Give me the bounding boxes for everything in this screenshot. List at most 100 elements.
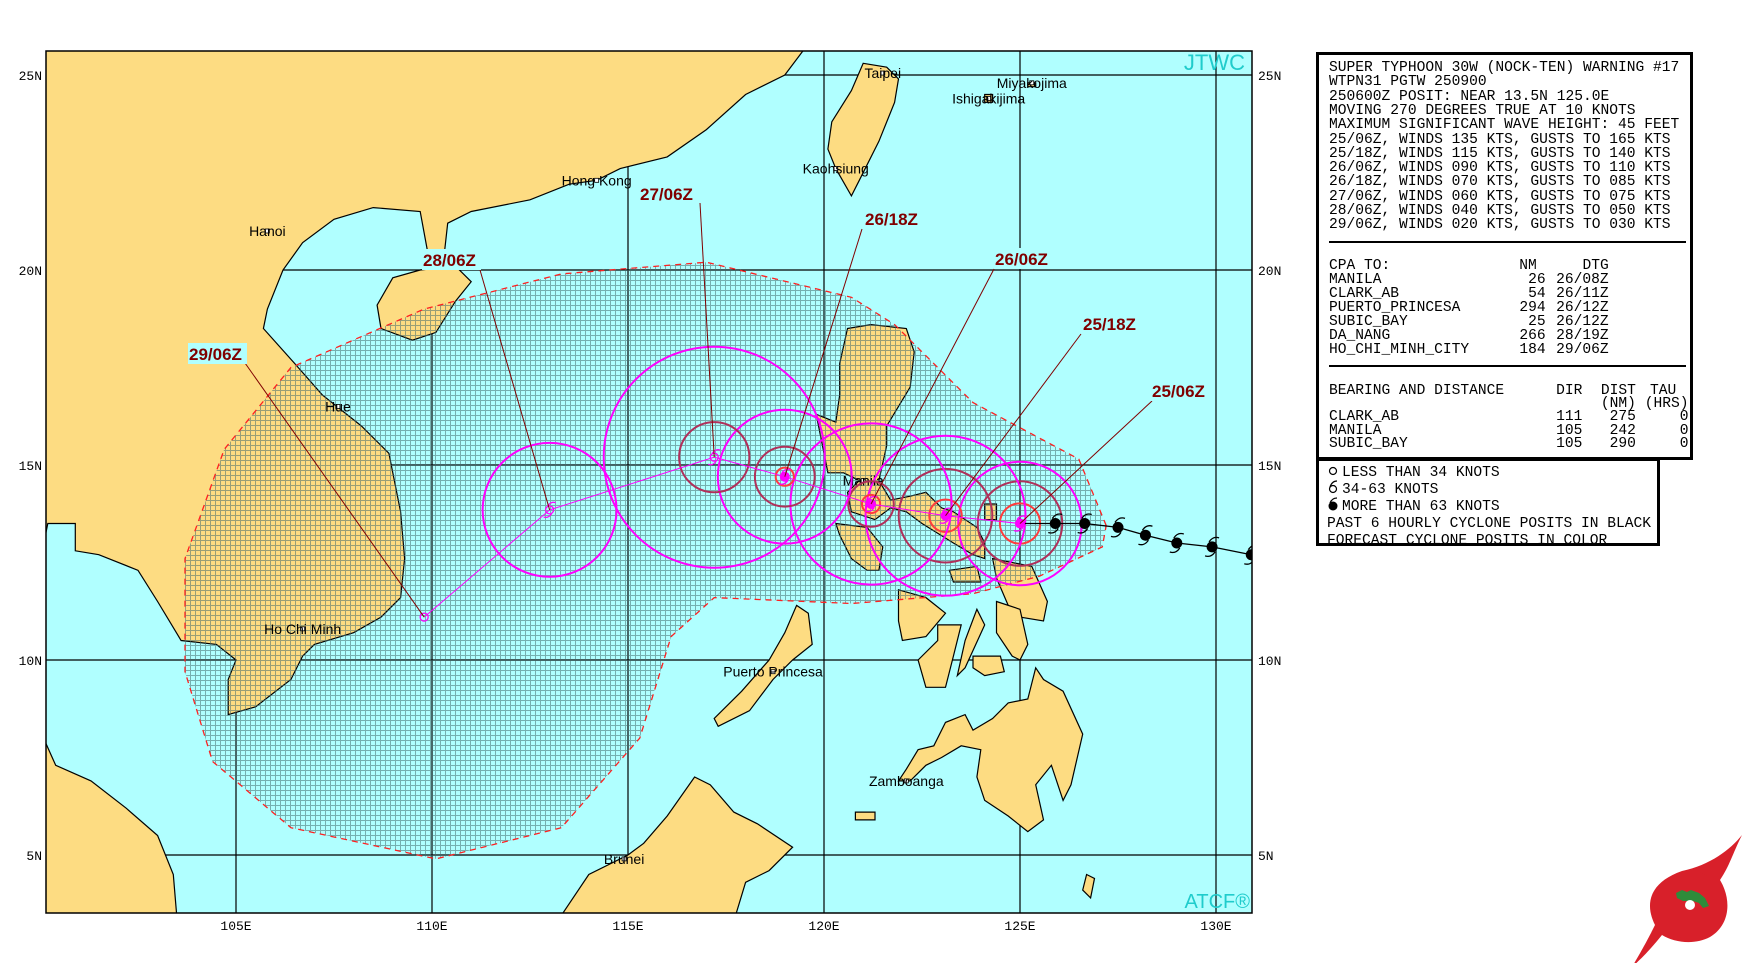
landmass-panay bbox=[897, 589, 947, 642]
legend-label: LESS THAN 34 KNOTS bbox=[1342, 465, 1500, 481]
wind-radius-34kt bbox=[716, 408, 853, 545]
dtg-leader-line bbox=[945, 333, 1082, 516]
warning-header-line: WTPN31 PGTW 250900 bbox=[1329, 74, 1487, 91]
forecast-dtg-label: 28/06Z bbox=[423, 251, 476, 270]
wind-radius-64kt bbox=[774, 466, 795, 487]
dtg-leader-line bbox=[784, 228, 863, 477]
bearing-title: BEARING AND DISTANCE bbox=[1329, 383, 1505, 399]
longitude-label: 120E bbox=[808, 919, 839, 934]
past-position-typhoon-symbol-icon bbox=[1169, 532, 1185, 554]
city-marker bbox=[300, 626, 306, 632]
bearing-tau: 0 bbox=[1679, 422, 1689, 439]
wind-radius-50kt bbox=[753, 445, 816, 508]
past-position-typhoon-symbol-icon bbox=[1110, 517, 1126, 538]
city-label: Hong Kong bbox=[562, 172, 632, 188]
cpa-nm: 25 bbox=[1528, 314, 1546, 330]
intensity-forecast-line: 28/06Z, WINDS 040 KTS, GUSTS TO 050 KTS bbox=[1329, 203, 1671, 219]
forecast-dtg-label: 25/06Z bbox=[1152, 382, 1205, 401]
city-marker bbox=[903, 778, 909, 784]
legend-item: 34-63 KNOTS bbox=[1327, 479, 1439, 502]
legend-label: 34-63 KNOTS bbox=[1342, 482, 1439, 498]
landmass-jolo bbox=[854, 811, 876, 821]
dtg-label-background bbox=[1151, 380, 1210, 401]
past-position-dot bbox=[1049, 518, 1061, 529]
dtg-label-background bbox=[1082, 313, 1141, 334]
latitude-label-left: 20N bbox=[19, 264, 42, 279]
latitude-label-left: 10N bbox=[19, 654, 42, 669]
legend-note: PAST 6 HOURLY CYCLONE POSITS IN BLACK bbox=[1327, 516, 1652, 532]
symbol-arms bbox=[778, 468, 792, 485]
city-label: Hue bbox=[325, 399, 351, 415]
longitude-label: 105E bbox=[220, 919, 251, 934]
symbol-arms bbox=[1110, 517, 1126, 538]
bearing-dir: 105 bbox=[1556, 436, 1583, 452]
forecast-danger-area bbox=[184, 261, 1107, 860]
symbol-arms bbox=[1138, 525, 1153, 546]
wind-radius-50kt bbox=[897, 467, 994, 564]
city-marker bbox=[880, 70, 886, 76]
jtwc-logo bbox=[1634, 835, 1742, 963]
symbol-arms bbox=[1244, 545, 1252, 565]
city-label: Taipei bbox=[865, 65, 902, 81]
forecast-dtg-label: 29/06Z bbox=[189, 345, 242, 364]
warning-header-line: SUPER TYPHOON 30W (NOCK-TEN) WARNING #17 bbox=[1329, 60, 1680, 76]
wind-radius-50kt bbox=[678, 421, 751, 494]
bearing-tau: 0 bbox=[1679, 436, 1689, 452]
symbol-arms bbox=[707, 449, 721, 466]
dtg-label-background bbox=[639, 183, 698, 204]
forecast-dtg-label: 25/18Z bbox=[1083, 315, 1136, 334]
wind-radius-50kt bbox=[847, 480, 895, 528]
city-marker bbox=[335, 404, 341, 409]
latitude-label-left: 15N bbox=[19, 459, 42, 474]
cpa-place: DA_NANG bbox=[1329, 328, 1391, 344]
cpa-nm: 26 bbox=[1528, 272, 1546, 288]
forecast-dtg-label: 26/18Z bbox=[865, 210, 918, 229]
intensity-forecast-line: 29/06Z, WINDS 020 KTS, GUSTS TO 030 KTS bbox=[1329, 217, 1671, 234]
bearing-dist: 275 bbox=[1609, 409, 1636, 425]
cpa-place: HO_CHI_MINH_CITY bbox=[1329, 342, 1470, 358]
cpa-nm: 294 bbox=[1519, 300, 1546, 316]
past-position-dot bbox=[1206, 541, 1218, 553]
bearing-dir: 111 bbox=[1556, 409, 1583, 425]
cpa-place: SUBIC_BAY bbox=[1329, 314, 1408, 330]
city-label: Manila bbox=[843, 473, 884, 489]
city-label: Ishigakijima bbox=[952, 90, 1025, 106]
cpa-dtg: 26/11Z bbox=[1556, 286, 1609, 302]
forecast-dtg-label: 26/06Z bbox=[995, 250, 1048, 269]
tropical-storm-symbol-icon bbox=[1327, 479, 1339, 502]
city-marker bbox=[1253, 42, 1257, 46]
landmass-negros bbox=[917, 624, 962, 688]
legend-panel: LESS THAN 34 KNOTS 34-63 KNOTS MORE THAN 6… bbox=[1316, 458, 1660, 549]
forecast-position-ring bbox=[544, 505, 555, 515]
symbol-arms bbox=[1048, 513, 1063, 534]
landmass-borneo bbox=[562, 776, 794, 913]
past-position-dot bbox=[1245, 549, 1252, 561]
intensity-forecast-line: 26/06Z, WINDS 090 KTS, GUSTS TO 110 KTS bbox=[1329, 160, 1671, 177]
dtg-label-background bbox=[864, 208, 923, 229]
city-label: Miyakojima bbox=[997, 75, 1067, 91]
bearing-col-dir: DIR bbox=[1556, 383, 1583, 399]
cpa-title: CPA TO: bbox=[1329, 258, 1391, 274]
city-label: Brunei bbox=[604, 851, 644, 867]
symbol-arms bbox=[1077, 513, 1092, 534]
typhoon-symbol-icon bbox=[1327, 496, 1339, 519]
bearing-place: CLARK_AB bbox=[1329, 409, 1400, 425]
map-frame bbox=[45, 50, 1253, 914]
landmass-bohol bbox=[972, 655, 1006, 677]
latitude-label-left: 25N bbox=[19, 69, 42, 84]
cpa-nm: 54 bbox=[1528, 286, 1546, 302]
legend-item: LESS THAN 34 KNOTS bbox=[1327, 465, 1500, 482]
past-position-typhoon-symbol-icon bbox=[1138, 525, 1153, 546]
cpa-place: MANILA bbox=[1329, 272, 1382, 288]
bearing-dist: 242 bbox=[1609, 422, 1636, 439]
warning-info-panel: SUPER TYPHOON 30W (NOCK-TEN) WARNING #17… bbox=[1316, 52, 1693, 460]
dtg-leader-line bbox=[699, 202, 715, 458]
warning-header-line: 250600Z POSIT: NEAR 13.5N 125.0E bbox=[1329, 88, 1610, 105]
intensity-forecast-line: 25/18Z, WINDS 115 KTS, GUSTS TO 140 KTS bbox=[1329, 145, 1671, 162]
city-label: Kaohsiung bbox=[803, 161, 869, 177]
landmass-leyte bbox=[995, 600, 1029, 661]
latitude-label-right: 10N bbox=[1258, 654, 1281, 669]
jtwc-watermark: JTWC bbox=[1184, 50, 1245, 75]
dtg-leader-line bbox=[479, 269, 551, 510]
dtg-leader-line bbox=[870, 268, 995, 505]
